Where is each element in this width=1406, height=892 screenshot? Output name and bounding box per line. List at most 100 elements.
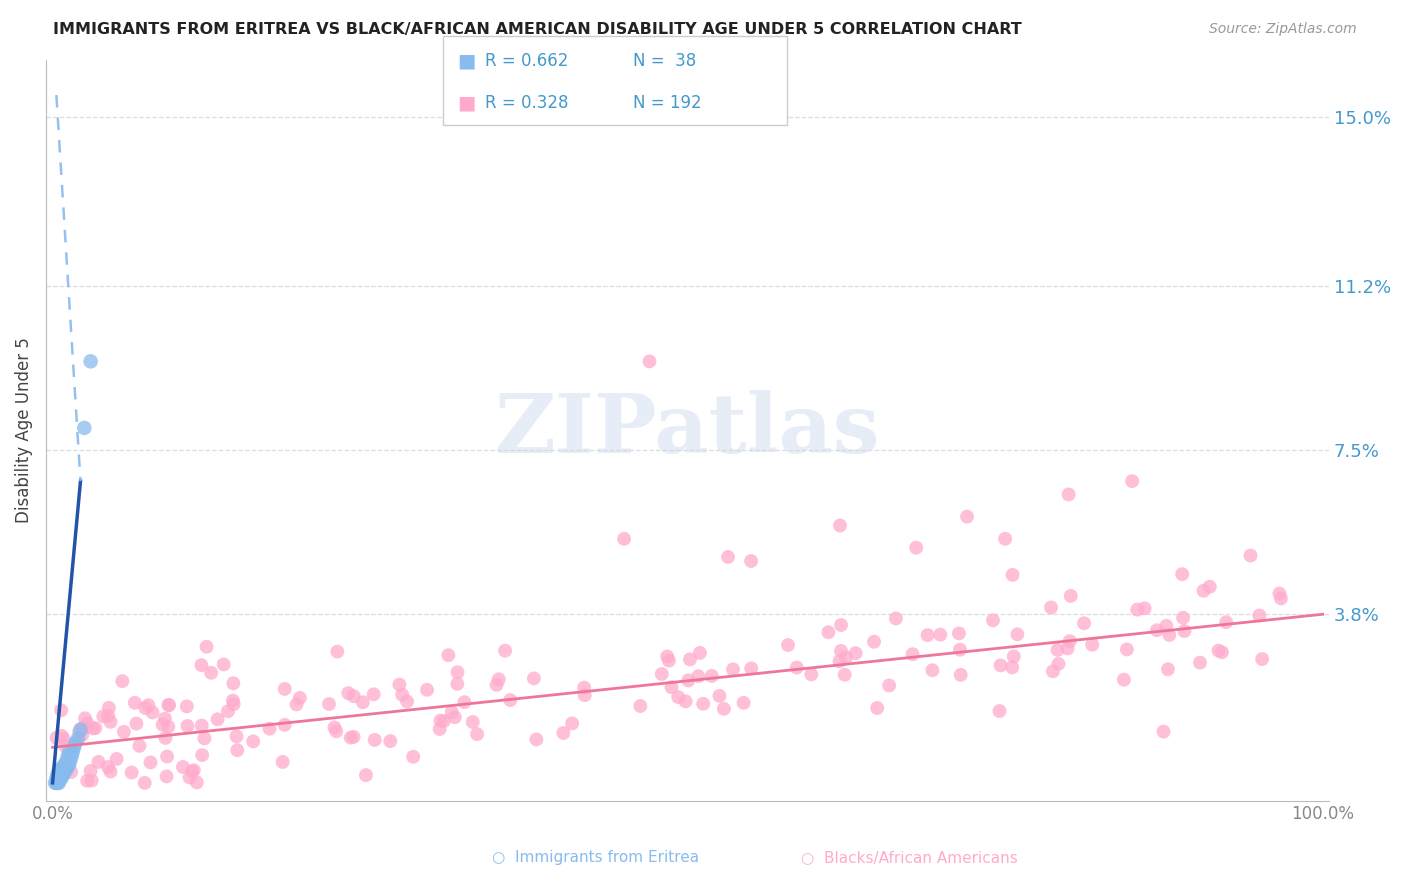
Point — [845, 646, 868, 660]
Point — [1056, 641, 1078, 656]
Point — [200, 665, 222, 680]
Point — [828, 654, 851, 668]
Point — [990, 658, 1012, 673]
Point — [1249, 608, 1271, 623]
Point — [53, 739, 76, 753]
Point — [917, 628, 939, 642]
Point — [1112, 673, 1135, 687]
Point — [157, 698, 180, 713]
Point — [212, 657, 235, 672]
Point — [48, 776, 70, 790]
Point — [91, 709, 114, 723]
Point — [678, 673, 700, 688]
Point — [259, 722, 281, 736]
Point — [179, 771, 201, 785]
Point — [1211, 645, 1233, 659]
Point — [111, 674, 134, 689]
Point — [1001, 660, 1024, 674]
Point — [190, 718, 212, 732]
Point — [440, 706, 463, 720]
Point — [1215, 615, 1237, 630]
Point — [52, 763, 75, 777]
Point — [325, 724, 347, 739]
Point — [112, 724, 135, 739]
Point — [273, 681, 295, 696]
Text: N =  38: N = 38 — [633, 52, 696, 70]
Point — [1057, 487, 1080, 501]
Point — [141, 706, 163, 720]
Point — [675, 694, 697, 708]
Point — [48, 767, 70, 781]
Point — [391, 688, 413, 702]
Point — [274, 718, 297, 732]
Point — [191, 748, 214, 763]
Point — [524, 732, 547, 747]
Point — [124, 696, 146, 710]
Text: ■: ■ — [457, 93, 475, 112]
Point — [1042, 665, 1064, 679]
Text: N = 192: N = 192 — [633, 94, 702, 112]
Point — [929, 627, 952, 641]
Point — [443, 710, 465, 724]
Point — [1268, 586, 1291, 600]
Point — [1208, 643, 1230, 657]
Point — [453, 695, 475, 709]
Point — [153, 712, 176, 726]
Point — [1133, 601, 1156, 615]
Point — [1001, 567, 1024, 582]
Point — [1047, 657, 1070, 671]
Point — [172, 760, 194, 774]
Point — [56, 758, 79, 772]
Point — [901, 647, 924, 661]
Point — [1002, 649, 1025, 664]
Point — [786, 660, 808, 674]
Point — [666, 690, 689, 705]
Point — [866, 701, 889, 715]
Point — [80, 773, 103, 788]
Point — [574, 688, 596, 702]
Point — [921, 663, 943, 677]
Point — [225, 729, 247, 743]
Text: ZIPatlas: ZIPatlas — [495, 390, 880, 470]
Point — [485, 678, 508, 692]
Point — [1198, 580, 1220, 594]
Point — [55, 754, 77, 768]
Point — [994, 532, 1017, 546]
Point — [905, 541, 928, 555]
Point — [835, 650, 858, 665]
Point — [156, 749, 179, 764]
Point — [657, 649, 679, 664]
Point — [55, 763, 77, 777]
Point — [679, 652, 702, 666]
Point — [817, 625, 839, 640]
Point — [176, 699, 198, 714]
Point — [97, 709, 120, 723]
Text: R = 0.662: R = 0.662 — [485, 52, 568, 70]
Point — [193, 731, 215, 746]
Point — [52, 731, 75, 746]
Point — [437, 648, 460, 663]
Point — [190, 658, 212, 673]
Point — [337, 686, 360, 700]
Point — [318, 697, 340, 711]
Point — [60, 749, 83, 764]
Point — [553, 726, 575, 740]
Point — [343, 690, 366, 704]
Point — [53, 763, 76, 777]
Point — [661, 680, 683, 694]
Point — [1270, 591, 1292, 606]
Point — [948, 626, 970, 640]
Point — [1192, 583, 1215, 598]
Point — [561, 716, 583, 731]
Point — [1251, 652, 1274, 666]
Point — [49, 772, 72, 786]
Point — [863, 634, 886, 648]
Point — [53, 758, 76, 772]
Point — [499, 693, 522, 707]
Point — [51, 767, 73, 781]
Point — [523, 672, 546, 686]
Point — [956, 509, 979, 524]
Text: R = 0.328: R = 0.328 — [485, 94, 568, 112]
Point — [1060, 589, 1083, 603]
Point — [82, 722, 104, 736]
